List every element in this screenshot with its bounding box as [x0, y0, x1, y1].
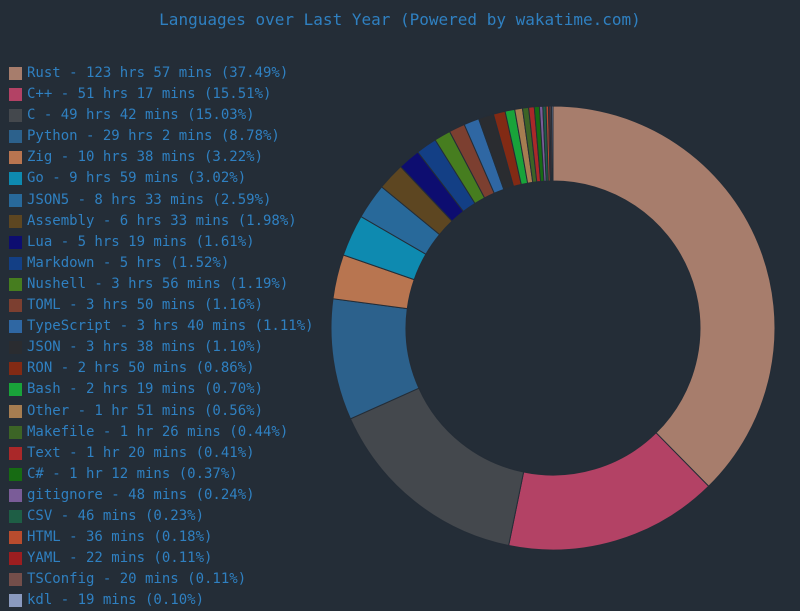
- legend-label: C - 49 hrs 42 mins (15.03%): [27, 107, 255, 124]
- legend-swatch: [9, 130, 22, 144]
- legend-swatch: [9, 320, 22, 334]
- legend-swatch: [9, 467, 22, 481]
- donut-slice-rust: [552, 105, 776, 487]
- legend-swatch: [9, 383, 22, 397]
- legend-swatch: [9, 235, 22, 249]
- legend-swatch: [9, 362, 22, 376]
- legend-label: C++ - 51 hrs 17 mins (15.51%): [27, 86, 272, 103]
- legend-label: Makefile - 1 hr 26 mins (0.44%): [27, 423, 289, 440]
- legend-swatch: [9, 214, 22, 228]
- legend-swatch: [9, 446, 22, 460]
- legend-label: TypeScript - 3 hrs 40 mins (1.11%): [27, 318, 314, 335]
- legend-label: JSON - 3 hrs 38 mins (1.10%): [27, 339, 264, 356]
- legend-label: Markdown - 5 hrs (1.52%): [27, 254, 230, 271]
- legend-label: YAML - 22 mins (0.11%): [27, 550, 213, 567]
- legend-swatch: [9, 573, 22, 587]
- legend-label: JSON5 - 8 hrs 33 mins (2.59%): [27, 191, 272, 208]
- legend-label: HTML - 36 mins (0.18%): [27, 529, 213, 546]
- legend-swatch: [9, 193, 22, 207]
- legend-label: Other - 1 hr 51 mins (0.56%): [27, 402, 264, 419]
- legend-swatch: [9, 256, 22, 270]
- legend-swatch: [9, 425, 22, 439]
- legend-label: Python - 29 hrs 2 mins (8.78%): [27, 128, 280, 145]
- legend-swatch: [9, 67, 22, 80]
- legend-label: RON - 2 hrs 50 mins (0.86%): [27, 360, 255, 377]
- legend-swatch: [9, 277, 22, 291]
- legend-label: Zig - 10 hrs 38 mins (3.22%): [27, 149, 264, 166]
- legend-swatch: [9, 509, 22, 523]
- legend-swatch: [9, 404, 22, 418]
- legend-swatch: [9, 109, 22, 123]
- donut-slice-c: [349, 387, 525, 547]
- chart-title: Languages over Last Year (Powered by wak…: [159, 10, 641, 29]
- legend-label: Go - 9 hrs 59 mins (3.02%): [27, 170, 247, 187]
- legend-label: Bash - 2 hrs 19 mins (0.70%): [27, 381, 264, 398]
- legend-label: Assembly - 6 hrs 33 mins (1.98%): [27, 212, 297, 229]
- donut-slice-kdl: [551, 105, 554, 182]
- legend-swatch: [9, 88, 22, 102]
- legend-swatch: [9, 341, 22, 355]
- legend-label: Nushell - 3 hrs 56 mins (1.19%): [27, 275, 289, 292]
- legend-label: Rust - 123 hrs 57 mins (37.49%): [27, 65, 289, 81]
- legend-label: gitignore - 48 mins (0.24%): [27, 486, 255, 503]
- legend-swatch: [9, 488, 22, 502]
- legend-label: Lua - 5 hrs 19 mins (1.61%): [27, 233, 255, 250]
- legend-label: CSV - 46 mins (0.23%): [27, 507, 205, 524]
- legend-label: TOML - 3 hrs 50 mins (1.16%): [27, 297, 264, 314]
- legend-label: TSConfig - 20 mins (0.11%): [27, 571, 247, 588]
- legend-label: C# - 1 hr 12 mins (0.37%): [27, 465, 238, 482]
- legend-swatch: [9, 151, 22, 165]
- legend-swatch: [9, 531, 22, 545]
- legend-swatch: [9, 172, 22, 186]
- legend-swatch: [9, 299, 22, 313]
- legend-label: Text - 1 hr 20 mins (0.41%): [27, 444, 255, 461]
- legend-swatch: [9, 552, 22, 566]
